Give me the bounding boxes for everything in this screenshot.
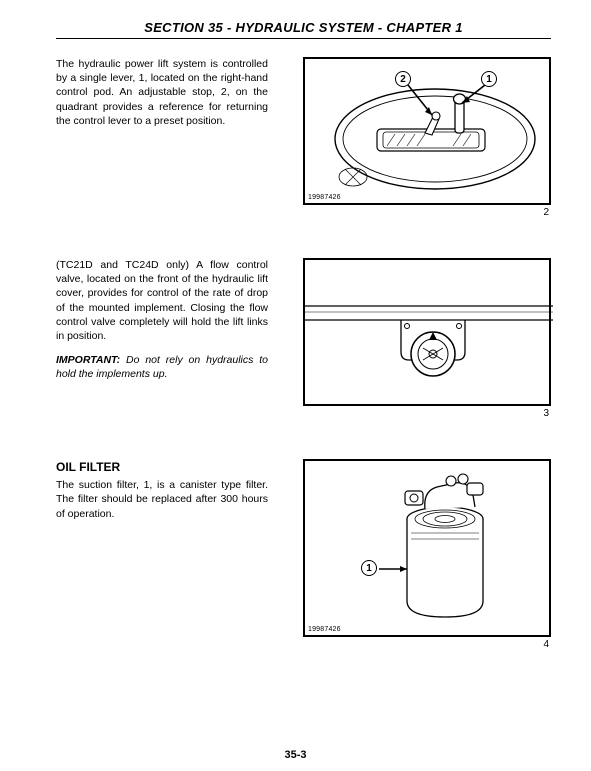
- content-block-3: OIL FILTER The suction filter, 1, is a c…: [56, 459, 551, 650]
- content-block-2: (TC21D and TC24D only) A flow control va…: [56, 258, 551, 419]
- page-header: SECTION 35 - HYDRAULIC SYSTEM - CHAPTER …: [56, 20, 551, 39]
- content-block-1: The hydraulic power lift system is contr…: [56, 57, 551, 218]
- figure-ref-id: 19987426: [308, 626, 341, 633]
- callout-1: 1: [481, 71, 497, 87]
- callout-1: 1: [361, 560, 377, 576]
- paragraph: The suction filter, 1, is a canister typ…: [56, 478, 268, 521]
- important-label: IMPORTANT:: [56, 354, 120, 366]
- figure-2: [303, 258, 551, 406]
- callout-2: 2: [395, 71, 411, 87]
- figure-3: 1 19987426: [303, 459, 551, 637]
- figure-ref-id: 19987426: [308, 194, 341, 201]
- figure-number: 2: [543, 207, 551, 218]
- paragraph: (TC21D and TC24D only) A flow control va…: [56, 258, 268, 343]
- section-title: OIL FILTER: [56, 459, 268, 475]
- paragraph: The hydraulic power lift system is contr…: [56, 57, 268, 128]
- figure-number: 4: [543, 639, 551, 650]
- page-number: 35-3: [0, 749, 591, 761]
- figure-1: 2 1 19987426: [303, 57, 551, 205]
- important-note: IMPORTANT: Do not rely on hydraulics to …: [56, 353, 268, 381]
- figure-number: 3: [543, 408, 551, 419]
